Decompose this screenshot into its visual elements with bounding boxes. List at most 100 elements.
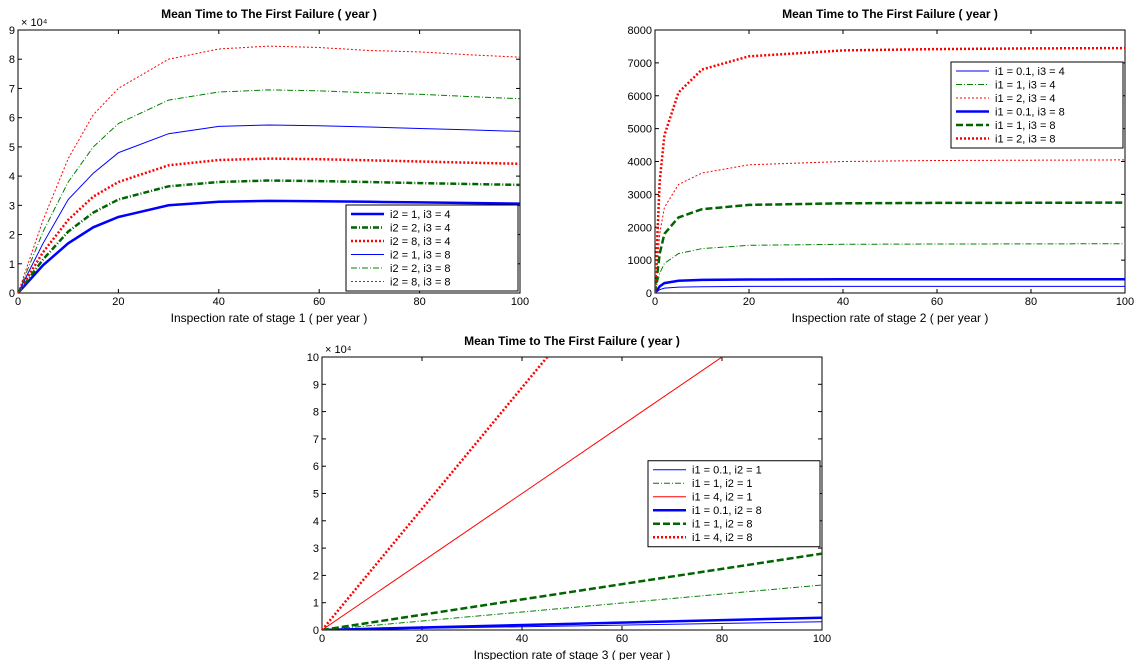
x-tick-label: 80 [716, 633, 728, 645]
x-tick-label: 60 [313, 296, 325, 308]
legend-label: i1 = 1, i3 = 8 [995, 120, 1056, 132]
legend-box [950, 61, 1124, 149]
series-lines [655, 46, 1125, 293]
y-tick-label: 5000 [628, 124, 652, 136]
legend: i2 = 1, i3 = 4i2 = 2, i3 = 4i2 = 8, i3 =… [345, 204, 519, 292]
y-tick-label: 5 [313, 489, 319, 501]
x-tick-label: 60 [931, 296, 943, 308]
y-tick-label: 2 [313, 570, 319, 582]
legend-label: i2 = 2, i3 = 8 [390, 263, 451, 275]
legend-box [647, 460, 821, 548]
y-tick-label: 8000 [628, 25, 652, 37]
y-tick-label: 0 [646, 288, 652, 300]
y-multiplier: × 10⁴ [325, 344, 352, 356]
axes: Mean Time to The First Failure ( year ) I… [628, 7, 1135, 325]
legend-label: i2 = 8, i3 = 8 [390, 277, 451, 289]
legend-label: i1 = 0.1, i2 = 8 [692, 505, 762, 517]
legend-label: i1 = 1, i3 = 4 [995, 80, 1056, 92]
y-tick-label: 4 [313, 516, 319, 528]
y-tick-label: 0 [9, 288, 15, 300]
x-tick-label: 0 [15, 296, 21, 308]
y-tick-label: 9 [9, 25, 15, 37]
y-tick-label: 7 [313, 434, 319, 446]
series-line [655, 277, 1125, 293]
y-tick-label: 3 [313, 543, 319, 555]
chart-title: Mean Time to The First Failure ( year ) [161, 7, 377, 21]
y-tick-label: 2000 [628, 222, 652, 234]
chart-title: Mean Time to The First Failure ( year ) [464, 334, 680, 348]
legend-label: i1 = 4, i2 = 1 [692, 492, 753, 504]
x-tick-label: 100 [1116, 296, 1134, 308]
legend-label: i1 = 0.1, i3 = 4 [995, 66, 1065, 78]
series-lines [322, 357, 822, 630]
legend-label: i1 = 4, i2 = 8 [692, 532, 753, 544]
legend-label: i1 = 0.1, i3 = 8 [995, 107, 1065, 119]
legend: i1 = 0.1, i2 = 1i1 = 1, i2 = 1 i1 = 4, i2… [647, 460, 821, 548]
series-line [322, 616, 822, 630]
y-tick-label: 4 [9, 171, 15, 183]
legend: i1 = 0.1, i3 = 4i1 = 1, i3 = 4i1 = 2, i3… [950, 61, 1124, 149]
legend-label: i2 = 1, i3 = 4 [390, 209, 451, 221]
y-tick-label: 3 [9, 200, 15, 212]
y-tick-label: 1 [313, 598, 319, 610]
y-multiplier: × 10⁴ [21, 17, 48, 29]
y-tick-label: 6 [313, 461, 319, 473]
series-line [18, 45, 520, 293]
x-tick-label: 80 [413, 296, 425, 308]
y-tick-label: 1 [9, 259, 15, 271]
axes: Mean Time to The First Failure ( year ) I… [9, 7, 529, 325]
y-tick-label: 7 [9, 83, 15, 95]
series-line [18, 157, 520, 293]
legend-label: i2 = 1, i3 = 8 [390, 250, 451, 262]
legend-label: i1 = 0.1, i2 = 1 [692, 465, 762, 477]
series-line [18, 89, 520, 293]
x-tick-label: 40 [516, 633, 528, 645]
series-line [322, 584, 822, 630]
y-tick-label: 10 [307, 352, 319, 364]
y-tick-label: 8 [313, 407, 319, 419]
legend-label: i1 = 1, i2 = 1 [692, 478, 753, 490]
y-tick-label: 6000 [628, 91, 652, 103]
y-tick-label: 1000 [628, 255, 652, 267]
series-line [18, 199, 520, 293]
legend-box [345, 204, 519, 292]
chart-title: Mean Time to The First Failure ( year ) [782, 7, 998, 21]
x-axis-label: Inspection rate of stage 3 ( per year ) [474, 648, 671, 660]
series-line [655, 159, 1125, 293]
x-tick-label: 80 [1025, 296, 1037, 308]
x-tick-label: 0 [319, 633, 325, 645]
series-lines [18, 45, 520, 293]
series-line [655, 201, 1125, 293]
series-line [322, 552, 822, 630]
legend-label: i1 = 2, i3 = 4 [995, 93, 1056, 105]
y-tick-label: 2 [9, 230, 15, 242]
y-tick-label: 5 [9, 142, 15, 154]
y-tick-label: 4000 [628, 157, 652, 169]
y-tick-label: 9 [313, 379, 319, 391]
legend-label: i2 = 2, i3 = 4 [390, 223, 451, 235]
x-tick-label: 40 [213, 296, 225, 308]
x-axis-label: Inspection rate of stage 1 ( per year ) [171, 311, 368, 325]
series-line [655, 243, 1125, 293]
x-axis-label: Inspection rate of stage 2 ( per year ) [792, 311, 989, 325]
legend-label: i1 = 2, i3 = 8 [995, 134, 1056, 146]
x-tick-label: 20 [743, 296, 755, 308]
axes: Mean Time to The First Failure ( year ) I… [307, 334, 831, 660]
legend-label: i2 = 8, i3 = 4 [390, 236, 451, 248]
x-tick-label: 40 [837, 296, 849, 308]
x-tick-label: 60 [616, 633, 628, 645]
x-tick-label: 100 [813, 633, 831, 645]
y-tick-label: 8 [9, 54, 15, 66]
legend-label: i1 = 1, i2 = 8 [692, 519, 753, 531]
x-tick-label: 0 [652, 296, 658, 308]
series-line [18, 124, 520, 293]
series-line [322, 357, 723, 630]
y-tick-label: 6 [9, 113, 15, 125]
y-tick-label: 0 [313, 625, 319, 637]
series-line [18, 179, 520, 293]
x-tick-label: 100 [511, 296, 529, 308]
y-tick-label: 3000 [628, 189, 652, 201]
series-line [655, 46, 1125, 293]
y-tick-label: 7000 [628, 58, 652, 70]
